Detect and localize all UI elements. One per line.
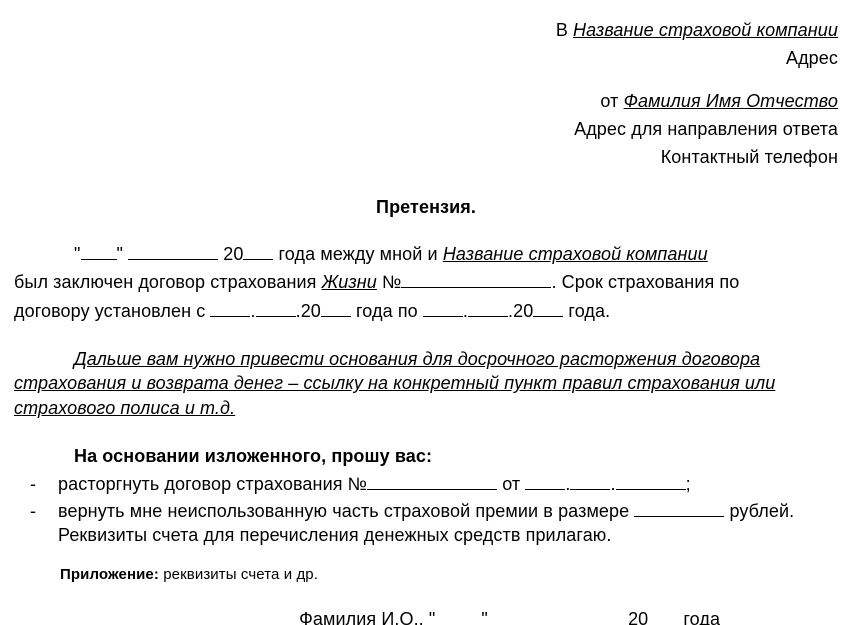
blank-m1: [256, 299, 296, 317]
sig-fio: Фамилия И.О.,: [294, 610, 429, 625]
blank-sig-year: [648, 607, 678, 625]
p3a: договору установлен с: [14, 301, 210, 321]
company-placeholder: Название страховой компании: [573, 20, 838, 40]
num-sign: №: [377, 272, 402, 292]
sig-end: года: [678, 610, 720, 625]
to-prefix: В: [556, 20, 573, 40]
p2a: был заключен договор страхования: [14, 272, 322, 292]
attachment-line: Приложение: реквизиты счета и др.: [14, 565, 838, 585]
request-title: На основании изложенного, прошу вас:: [14, 444, 838, 468]
ri1a: расторгнуть договор страхования №: [58, 474, 367, 494]
sig-yr: 20: [623, 610, 648, 625]
from-prefix: от: [600, 91, 623, 111]
p3mid: года по: [351, 301, 423, 321]
request-title-text: На основании изложенного, прошу вас:: [74, 446, 432, 466]
life-placeholder: Жизни: [322, 272, 377, 292]
paragraph-2: был заключен договор страхования Жизни №…: [14, 270, 838, 294]
contact-phone: Контактный телефон: [14, 145, 838, 169]
instruction-text: Дальше вам нужно привести основания для …: [14, 347, 838, 420]
company-placeholder-2: Название страховой компании: [443, 244, 708, 264]
ri1end: ;: [686, 474, 691, 494]
blank-sig-month: [493, 607, 623, 625]
request-item-2: вернуть мне неиспользованную часть страх…: [30, 499, 838, 548]
p2b: . Срок страхования по: [551, 272, 739, 292]
blank-amount: [634, 499, 724, 517]
sig-q2: ": [481, 610, 493, 625]
p3end: года.: [563, 301, 610, 321]
addressee-block: В Название страховой компании: [14, 18, 838, 42]
blank-mm: [570, 472, 610, 490]
year-prefix: 20: [218, 244, 243, 264]
blank-y1: [321, 299, 351, 317]
document-title: Претензия.: [14, 195, 838, 219]
blank-month: [128, 242, 218, 260]
reply-address: Адрес для направления ответа: [14, 117, 838, 141]
blank-year: [243, 242, 273, 260]
fio-placeholder: Фамилия Имя Отчество: [624, 91, 838, 111]
ri1b: от: [497, 474, 525, 494]
paragraph-3: договору установлен с ..20 года по ..20 …: [14, 299, 838, 323]
date-quote-close: ": [117, 244, 124, 264]
blank-contract-num: [401, 270, 551, 288]
blank-y2: [533, 299, 563, 317]
blank-contract-num2: [367, 472, 497, 490]
signature-line: Фамилия И.О., "" 20 года: [14, 607, 838, 625]
yr20a: .20: [296, 301, 321, 321]
request-item-1: расторгнуть договор страхования № от ..;: [30, 472, 838, 496]
attachment-text: реквизиты счета и др.: [159, 566, 318, 583]
blank-day: [81, 242, 117, 260]
text-between: года между мной и: [273, 244, 442, 264]
document-page: В Название страховой компании Адрес от Ф…: [0, 0, 866, 625]
blank-sig-day: [435, 607, 481, 625]
blank-dd: [525, 472, 565, 490]
blank-yyyy: [616, 472, 686, 490]
blank-d2: [423, 299, 463, 317]
ri2a: вернуть мне неиспользованную часть страх…: [58, 501, 634, 521]
paragraph-1: "" 20 года между мной и Название страхов…: [14, 242, 838, 266]
yr20b: .20: [508, 301, 533, 321]
blank-signature: [14, 607, 294, 625]
from-block: от Фамилия Имя Отчество: [14, 89, 838, 113]
instruction-content: Дальше вам нужно привести основания для …: [14, 349, 775, 418]
blank-d1: [210, 299, 250, 317]
attachment-label: Приложение:: [60, 566, 159, 583]
blank-m2: [468, 299, 508, 317]
addressee-address: Адрес: [14, 46, 838, 70]
request-list: расторгнуть договор страхования № от ..;…: [14, 472, 838, 547]
